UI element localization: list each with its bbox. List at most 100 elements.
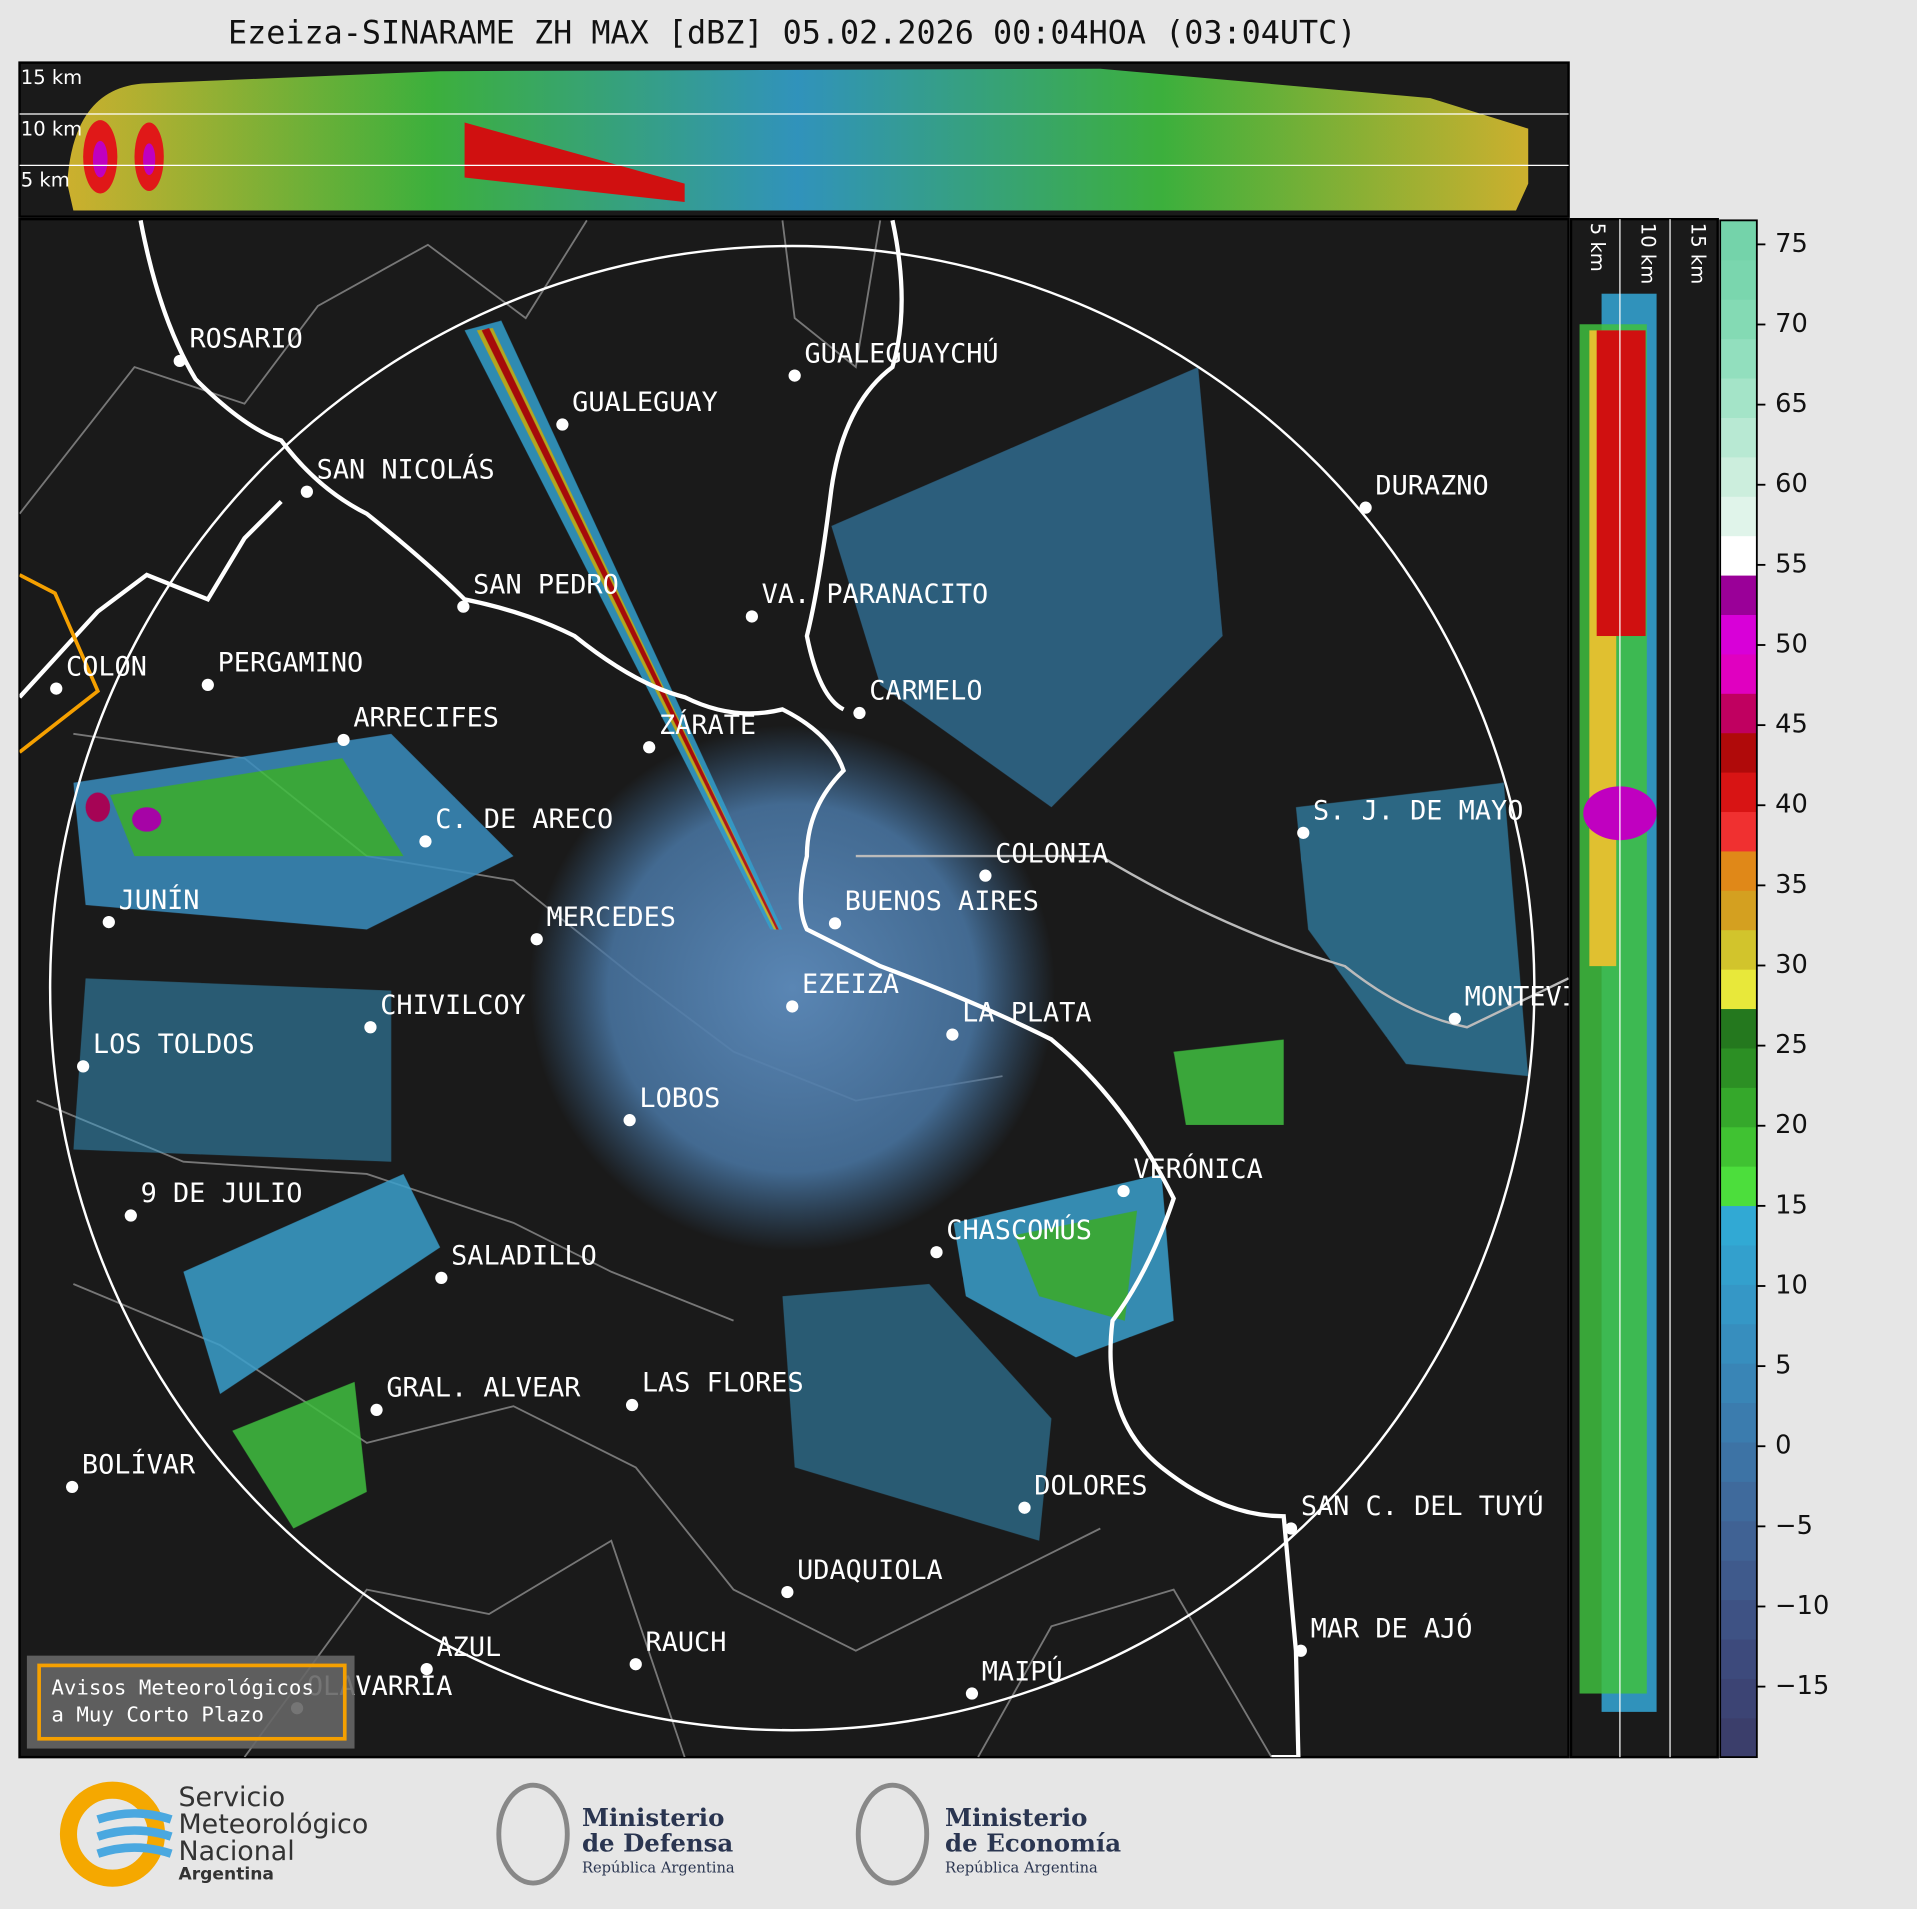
city-label: PERGAMINO (218, 648, 364, 679)
colorbar-band (1720, 338, 1757, 379)
city-dot (337, 733, 350, 747)
footer: Servicio Meteorológico Nacional Argentin… (59, 1781, 1121, 1887)
colorbar-band (1720, 496, 1757, 537)
city-dot (1117, 1184, 1130, 1198)
colorbar-band (1720, 1284, 1757, 1325)
city-dot (77, 1060, 90, 1073)
logo-emblem (496, 1782, 570, 1886)
colorbar: −15 −10 −5 0 5 10 15 20 25 30 35 40 45 50 55 60 65 70 75 (1719, 219, 1829, 1759)
height-label: 15 km (1686, 223, 1709, 284)
colorbar-band (1720, 1560, 1757, 1601)
logo-text: de Economía (945, 1829, 1121, 1858)
city-dot (629, 1658, 642, 1671)
city-label: RAUCH (646, 1627, 727, 1658)
city-dot (530, 933, 543, 946)
city-label: BOLÍVAR (82, 1449, 196, 1481)
map-panel: ROSARIO GUALEGUAYCHÚ GUALEGUAY SAN NICOLÁS D… (18, 217, 1627, 1759)
economia-logo[interactable]: Ministerio de Economía República Argenti… (855, 1782, 1121, 1886)
city-label: ZÁRATE (659, 709, 756, 741)
city-dot (435, 1271, 448, 1284)
colorbar-tick-label: 65 (1775, 389, 1808, 419)
city-label: S. J. DE MAYO (1313, 796, 1523, 827)
colorbar-band (1720, 811, 1757, 852)
colorbar-band (1720, 1520, 1757, 1561)
colorbar-band (1720, 535, 1757, 576)
colorbar-tick-label: 30 (1775, 950, 1808, 980)
city-dot (201, 678, 214, 692)
city-dot (946, 1028, 959, 1041)
top-panel: 15 km 10 km 5 km (18, 61, 1570, 218)
city-label: ARRECIFES (353, 703, 499, 734)
city-dot (364, 1021, 377, 1034)
city-dot (1294, 1644, 1307, 1657)
city-label: COLON (66, 651, 147, 682)
colorbar-tick-label: 60 (1775, 469, 1808, 499)
colorbar-band (1720, 732, 1757, 773)
colorbar-tick-label: 10 (1775, 1270, 1808, 1300)
logo-emblem (855, 1782, 930, 1886)
colorbar-tick-label: 55 (1775, 549, 1808, 579)
city-dot (788, 369, 801, 382)
city-label: MONTEVIDEO (1465, 981, 1627, 1012)
city-dot (102, 915, 115, 929)
colorbar-band (1720, 1047, 1757, 1088)
colorbar-band (1720, 1717, 1757, 1758)
warning-box-bg (26, 1655, 355, 1749)
colorbar-tick-label: 45 (1775, 710, 1808, 740)
smn-logo[interactable]: Servicio Meteorológico Nacional Argentin… (59, 1781, 368, 1887)
colorbar-tick-label: 75 (1775, 229, 1808, 259)
city-dot (370, 1403, 383, 1417)
logo-text: de Defensa (582, 1829, 733, 1858)
colorbar-tick-label: −15 (1775, 1671, 1829, 1701)
city-label: MAIPÚ (982, 1655, 1063, 1687)
city-label: LOBOS (639, 1083, 720, 1114)
city-label: CHASCOMÚS (946, 1214, 1092, 1246)
city-dot (1018, 1501, 1031, 1514)
defensa-logo[interactable]: Ministerio de Defensa República Argentin… (496, 1782, 735, 1886)
logo-text: República Argentina (582, 1859, 735, 1876)
colorbar-band (1720, 299, 1757, 340)
city-dot (1448, 1012, 1461, 1025)
city-label: BUENOS AIRES (845, 886, 1039, 917)
colorbar-band (1720, 653, 1757, 694)
city-dot (50, 682, 63, 695)
colorbar-band (1720, 1678, 1757, 1719)
echo (1596, 330, 1646, 637)
colorbar-tick-label: 70 (1775, 309, 1808, 339)
city-label: SAN C. DEL TUYÚ (1301, 1490, 1544, 1522)
echo (92, 140, 108, 178)
colorbar-band (1720, 693, 1757, 734)
logo-text: República Argentina (945, 1859, 1098, 1876)
city-dot (979, 869, 992, 882)
coastline (19, 219, 1301, 1758)
city-label: LA PLATA (962, 997, 1091, 1028)
city-dot (623, 1114, 636, 1127)
colorbar-tick-label: 25 (1775, 1030, 1808, 1060)
colorbar-band (1720, 614, 1757, 655)
colorbar-band (1720, 1323, 1757, 1364)
city-dot (420, 1662, 433, 1676)
city-dot (930, 1246, 943, 1259)
height-label: 10 km (21, 117, 82, 140)
city-label: MAR DE AJÓ (1311, 1612, 1473, 1644)
city-label: JUNÍN (119, 884, 200, 916)
logo-text: Ministerio (582, 1803, 724, 1832)
colorbar-band (1720, 969, 1757, 1010)
colorbar-tick-label: 0 (1775, 1431, 1791, 1461)
city-label: ROSARIO (189, 324, 302, 355)
logo-text: Meteorológico (178, 1809, 368, 1840)
colorbar-band (1720, 1441, 1757, 1482)
warning-box[interactable]: Avisos Meteorológicos a Muy Corto Plazo (26, 1655, 355, 1749)
city-label: C. DE ARECO (435, 804, 613, 835)
city-dot (173, 354, 186, 368)
echoes (73, 320, 1529, 1541)
colorbar-band (1720, 1402, 1757, 1443)
logo-waves (96, 1809, 173, 1858)
warning-area (19, 573, 101, 754)
border-line (855, 854, 1569, 1029)
colorbar-band (1720, 850, 1757, 891)
colorbar-tick-label: −10 (1775, 1591, 1829, 1621)
city-label: GRAL. ALVEAR (386, 1373, 581, 1404)
